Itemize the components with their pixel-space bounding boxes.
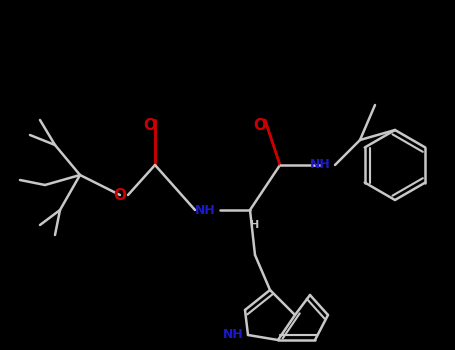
Text: O: O <box>143 118 157 133</box>
Text: NH: NH <box>222 329 243 342</box>
Text: H: H <box>250 220 260 230</box>
Text: NH: NH <box>309 159 330 172</box>
Text: O: O <box>113 188 126 203</box>
Text: O: O <box>253 118 267 133</box>
Text: NH: NH <box>195 203 215 217</box>
